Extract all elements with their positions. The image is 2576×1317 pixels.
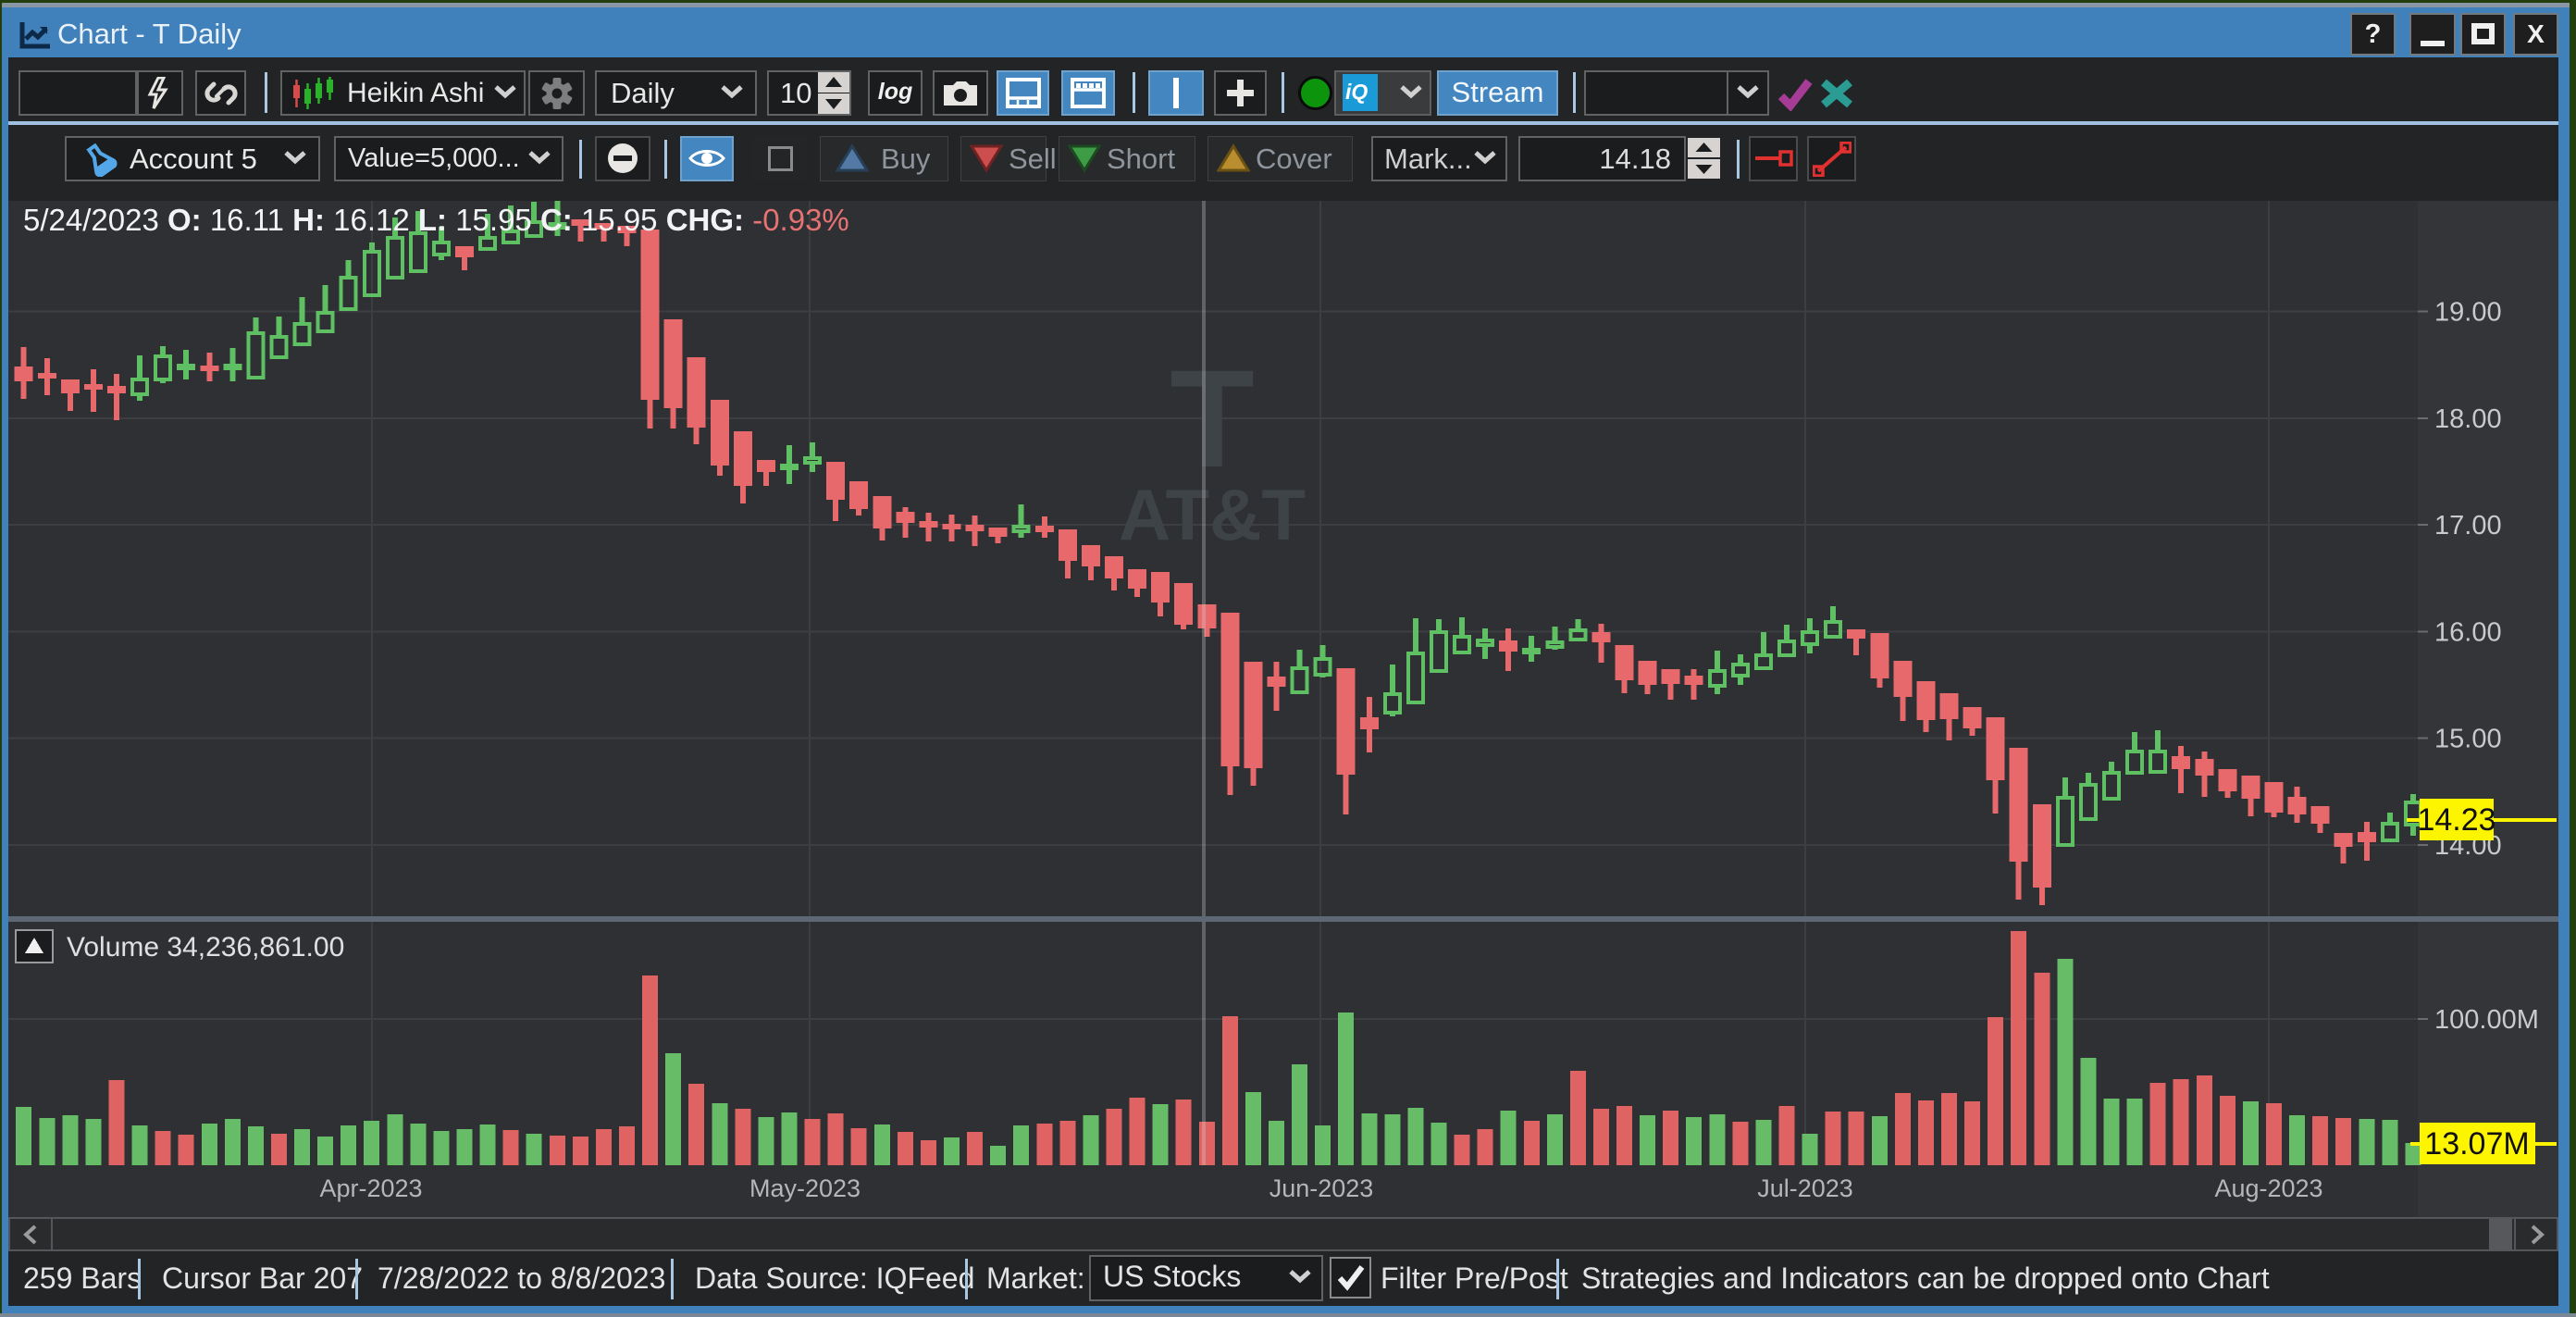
svg-text:AT&T: AT&T [1119, 474, 1306, 555]
svg-text:Volume 34,236,861.00: Volume 34,236,861.00 [67, 932, 344, 963]
svg-text:5/24/2023 O: 16.11 H: 16.12 L:: 5/24/2023 O: 16.11 H: 16.12 L: 15.95 C: … [23, 203, 849, 237]
svg-text:15.00: 15.00 [2434, 725, 2502, 754]
svg-text:Apr-2023: Apr-2023 [319, 1174, 422, 1202]
svg-text:Jun-2023: Jun-2023 [1269, 1174, 1374, 1202]
svg-text:Aug-2023: Aug-2023 [2214, 1174, 2322, 1202]
svg-text:17.00: 17.00 [2434, 511, 2502, 540]
svg-text:May-2023: May-2023 [749, 1174, 861, 1202]
svg-text:Jul-2023: Jul-2023 [1757, 1174, 1853, 1202]
svg-text:100.00M: 100.00M [2434, 1005, 2539, 1035]
svg-text:13.07M: 13.07M [2424, 1126, 2529, 1162]
svg-text:19.00: 19.00 [2434, 298, 2502, 328]
svg-text:18.00: 18.00 [2434, 404, 2502, 434]
svg-text:14.23: 14.23 [2417, 802, 2496, 838]
svg-text:T: T [1170, 341, 1255, 496]
svg-text:16.00: 16.00 [2434, 617, 2502, 647]
